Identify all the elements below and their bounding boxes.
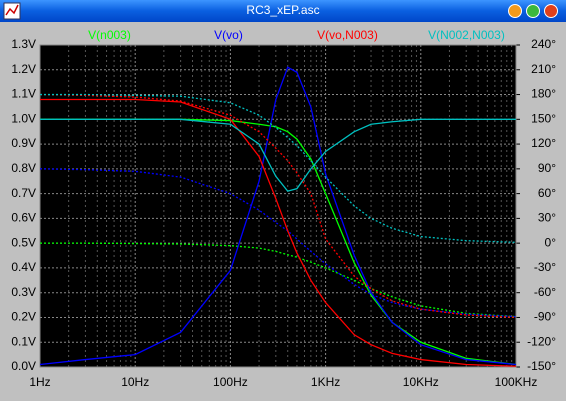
y-tick-label: 0.5V — [11, 235, 36, 249]
legend-label: V(n003) — [88, 28, 131, 42]
y-tick-label: 1.3V — [11, 37, 36, 51]
window-title: RC3_xEP.asc — [246, 3, 319, 17]
y-tick-label: 1.0V — [11, 111, 36, 125]
x-tick-label: 100KHz — [495, 375, 538, 389]
y-tick-label: 0.6V — [11, 211, 36, 225]
y2-tick-label: 150° — [531, 111, 556, 125]
y2-tick-label: -150° — [527, 359, 556, 373]
y2-tick-label: 120° — [531, 136, 556, 150]
x-tick-label: 10Hz — [121, 375, 149, 389]
phase-line — [39, 168, 517, 318]
app-icon-graph — [5, 4, 19, 16]
y2-tick-label: -120° — [527, 334, 556, 348]
y2-tick-label: 180° — [531, 87, 556, 101]
y-tick-label: 0.1V — [11, 334, 36, 348]
title-bar — [0, 0, 566, 22]
y-tick-label: 0.3V — [11, 285, 36, 299]
phase-line — [39, 93, 517, 319]
y-tick-label: 0.2V — [11, 310, 36, 324]
y-tick-label: 0.7V — [11, 186, 36, 200]
magnitude-line — [39, 66, 517, 366]
y-tick-label: 0.8V — [11, 161, 36, 175]
x-tick-label: 10KHz — [403, 375, 439, 389]
magnitude-line — [40, 118, 516, 192]
y2-tick-label: -60° — [534, 285, 556, 299]
legend-label: V(vo,N003) — [317, 28, 378, 42]
y-tick-label: 0.4V — [11, 260, 36, 274]
x-tick-label: 100Hz — [213, 375, 248, 389]
y-tick-label: 0.0V — [11, 359, 36, 373]
y-tick-label: 0.9V — [11, 136, 36, 150]
x-tick-label: 1KHz — [311, 375, 340, 389]
x-tick-label: 1Hz — [29, 375, 50, 389]
y2-tick-label: 240° — [531, 37, 556, 51]
maximize-button[interactable] — [526, 4, 540, 18]
legend-label: V(N002,N003) — [428, 28, 505, 42]
minimize-button[interactable] — [508, 4, 522, 18]
plot-border — [39, 44, 517, 368]
y2-tick-label: 30° — [538, 211, 556, 225]
y2-tick-label: 60° — [538, 186, 556, 200]
phase-line — [40, 242, 517, 318]
y2-tick-label: 210° — [531, 62, 556, 76]
legend-label: V(vo) — [214, 28, 243, 42]
y-tick-label: 1.2V — [11, 62, 36, 76]
y2-tick-label: -30° — [534, 260, 556, 274]
close-button[interactable] — [544, 4, 558, 18]
phase-line — [40, 93, 517, 243]
y2-tick-label: 90° — [538, 161, 556, 175]
y2-tick-label: -90° — [534, 310, 556, 324]
magnitude-line — [40, 98, 517, 367]
y-tick-label: 1.1V — [11, 87, 36, 101]
y2-tick-label: 0° — [545, 235, 557, 249]
